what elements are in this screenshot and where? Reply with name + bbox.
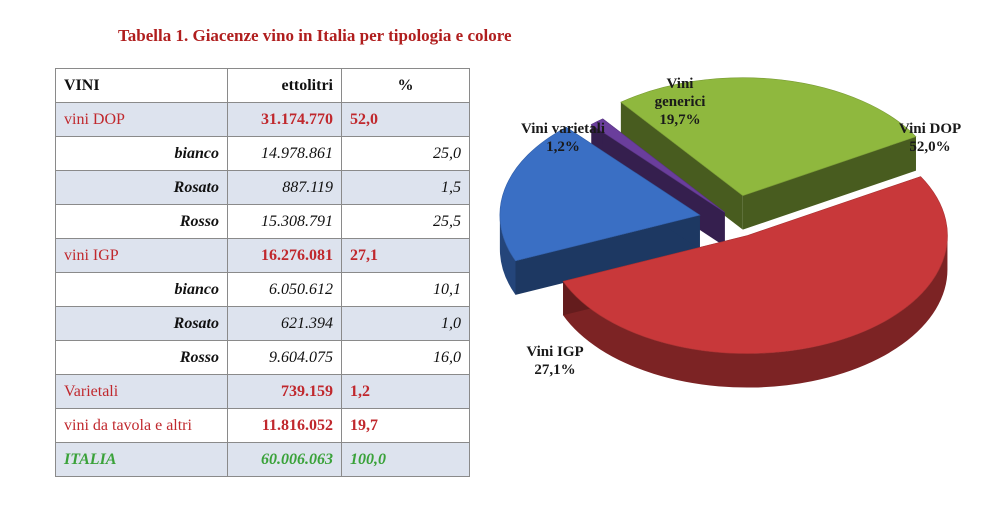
row-percent: 19,7: [341, 408, 470, 443]
row-percent: 52,0: [341, 102, 470, 137]
row-percent: 100,0: [341, 442, 470, 477]
table-row: vini da tavola e altri 11.816.052 19,7: [55, 408, 470, 443]
row-label: vini da tavola e altri: [55, 408, 228, 443]
row-ettolitri: 621.394: [227, 306, 342, 341]
row-ettolitri: 60.006.063: [227, 442, 342, 477]
pie-slice-vini-generici: [499, 126, 701, 295]
slice-label-vini-igp: Vini IGP 27,1%: [505, 343, 605, 379]
slice-label-vini-varietali: Vini varietali 1,2%: [520, 120, 606, 156]
row-percent: 10,1: [341, 272, 470, 307]
table-header-row: VINI ettolitri %: [55, 68, 470, 103]
slice-percent: 19,7%: [659, 112, 701, 128]
row-ettolitri: 15.308.791: [227, 204, 342, 239]
row-percent: 25,5: [341, 204, 470, 239]
row-percent: 25,0: [341, 136, 470, 171]
slice-cut-face: [620, 102, 743, 230]
row-percent: 1,0: [341, 306, 470, 341]
table-row: bianco 6.050.612 10,1: [55, 272, 470, 307]
wine-stock-table: VINI ettolitri % vini DOP 31.174.770 52,0 b…: [55, 68, 470, 477]
row-ettolitri: 31.174.770: [227, 102, 342, 137]
table-row: Rosso 9.604.075 16,0: [55, 340, 470, 375]
slice-name: Vini generici: [654, 76, 706, 110]
row-ettolitri: 14.978.861: [227, 136, 342, 171]
row-label: vini DOP: [55, 102, 228, 137]
column-header-ettolitri: ettolitri: [227, 68, 342, 103]
row-ettolitri: 9.604.075: [227, 340, 342, 375]
slice-name: Vini DOP: [898, 121, 962, 137]
table-row: Rosato 621.394 1,0: [55, 306, 470, 341]
table-title: Tabella 1. Giacenze vino in Italia per t…: [118, 26, 512, 45]
row-label: Rosso: [55, 340, 228, 375]
pie-slice-vini-dop: [562, 176, 948, 388]
slice-label-vini-dop: Vini DOP 52,0%: [880, 120, 980, 156]
slice-top-face: [562, 176, 948, 354]
slice-name: Vini IGP: [526, 344, 584, 360]
row-label: Rosato: [55, 170, 228, 205]
table-row: vini IGP 16.276.081 27,1: [55, 238, 470, 273]
row-ettolitri: 739.159: [227, 374, 342, 409]
column-header-vini: VINI: [55, 68, 228, 103]
table-row: bianco 14.978.861 25,0: [55, 136, 470, 171]
slice-top-face: [499, 126, 701, 262]
row-label: Rosato: [55, 306, 228, 341]
slice-cut-face: [742, 136, 916, 230]
row-label: vini IGP: [55, 238, 228, 273]
column-header-percent: %: [341, 68, 470, 103]
row-ettolitri: 11.816.052: [227, 408, 342, 443]
slice-percent: 27,1%: [534, 362, 576, 378]
pie-chart: [499, 77, 948, 388]
pie-slice-vini-igp: [620, 77, 917, 230]
slice-side-wall: [563, 235, 948, 388]
row-ettolitri: 887.119: [227, 170, 342, 205]
slice-label-vini-generici: Vini generici 19,7%: [640, 75, 720, 129]
row-percent: 27,1: [341, 238, 470, 273]
row-label: ITALIA: [55, 442, 228, 477]
table-row: ITALIA 60.006.063 100,0: [55, 442, 470, 477]
row-label: bianco: [55, 136, 228, 171]
table-row: vini DOP 31.174.770 52,0: [55, 102, 470, 137]
row-label: bianco: [55, 272, 228, 307]
slice-name: Vini varietali: [520, 121, 606, 137]
slice-percent: 1,2%: [546, 139, 580, 155]
row-label: Rosso: [55, 204, 228, 239]
table-row: Rosato 887.119 1,5: [55, 170, 470, 205]
row-percent: 16,0: [341, 340, 470, 375]
table-row: Varietali 739.159 1,2: [55, 374, 470, 409]
row-ettolitri: 6.050.612: [227, 272, 342, 307]
slice-top-face: [620, 77, 917, 197]
row-label: Varietali: [55, 374, 228, 409]
table-row: Rosso 15.308.791 25,5: [55, 204, 470, 239]
slice-top-face: [590, 118, 725, 213]
slice-cut-face: [515, 215, 700, 295]
row-percent: 1,2: [341, 374, 470, 409]
slice-percent: 52,0%: [909, 139, 951, 155]
row-percent: 1,5: [341, 170, 470, 205]
row-ettolitri: 16.276.081: [227, 238, 342, 273]
slice-side-wall: [499, 215, 516, 295]
